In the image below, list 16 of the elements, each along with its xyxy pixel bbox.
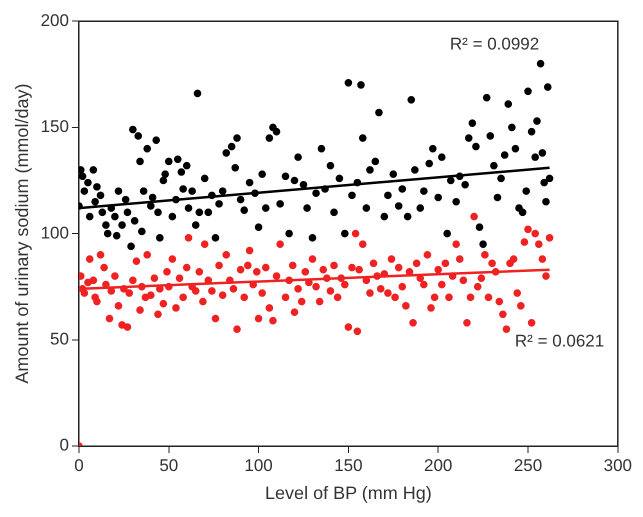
y-tick-label: 200 bbox=[40, 10, 69, 30]
annotation: R² = 0.0621 bbox=[514, 331, 604, 350]
x-tick-label: 50 bbox=[159, 456, 178, 475]
y-axis-title: Amount of urinary sodium (mmol/day) bbox=[12, 84, 32, 384]
x-tick-label: 300 bbox=[604, 456, 632, 475]
y-tick-label: 50 bbox=[50, 329, 69, 348]
x-tick-label: 100 bbox=[244, 456, 273, 475]
x-axis-title: Level of BP (mm Hg) bbox=[265, 483, 432, 504]
y-tick-label: 0 bbox=[59, 436, 69, 455]
x-tick-label: 200 bbox=[424, 456, 452, 475]
x-tick-label: 0 bbox=[74, 456, 84, 475]
y-tick-label: 100 bbox=[40, 223, 69, 242]
x-tick-label: 250 bbox=[514, 456, 542, 475]
y-tick-label: 150 bbox=[40, 117, 69, 136]
x-tick-label: 150 bbox=[334, 456, 363, 475]
annotation: R² = 0.0992 bbox=[450, 34, 540, 54]
